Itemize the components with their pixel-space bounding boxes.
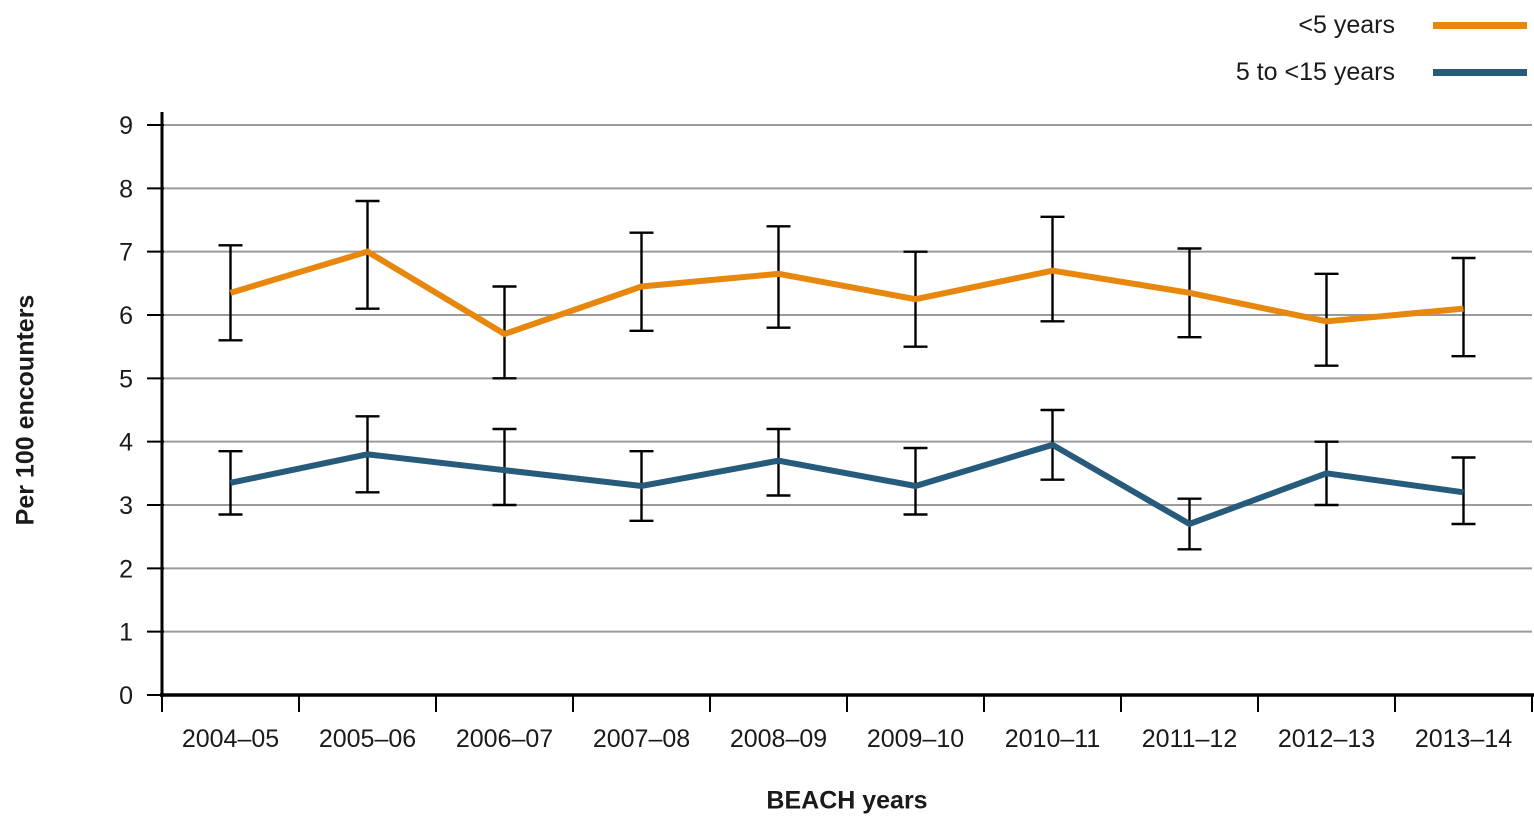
legend-item-label: <5 years — [1298, 11, 1395, 39]
legend-item: 5 to <15 years — [1236, 57, 1527, 88]
svg-text:1: 1 — [119, 619, 133, 647]
svg-text:6: 6 — [119, 302, 133, 330]
svg-text:2005–06: 2005–06 — [319, 725, 416, 753]
svg-text:2007–08: 2007–08 — [593, 725, 690, 753]
svg-text:2: 2 — [119, 555, 133, 583]
svg-text:9: 9 — [119, 112, 133, 140]
svg-text:2012–13: 2012–13 — [1278, 725, 1375, 753]
x-axis-title: BEACH years — [766, 786, 928, 815]
svg-text:2004–05: 2004–05 — [182, 725, 279, 753]
legend: <5 years 5 to <15 years — [1236, 10, 1527, 88]
svg-text:4: 4 — [119, 429, 133, 457]
svg-text:2011–12: 2011–12 — [1142, 725, 1237, 753]
svg-text:5: 5 — [119, 365, 133, 393]
svg-text:8: 8 — [119, 175, 133, 203]
legend-line-swatch — [1433, 22, 1527, 29]
legend-item-label: 5 to <15 years — [1235, 58, 1395, 86]
svg-text:2006–07: 2006–07 — [456, 725, 553, 753]
svg-text:2009–10: 2009–10 — [867, 725, 964, 753]
svg-text:2013–14: 2013–14 — [1415, 725, 1512, 753]
legend-line-swatch — [1433, 69, 1527, 76]
svg-text:0: 0 — [119, 682, 133, 710]
svg-text:2010–11: 2010–11 — [1005, 725, 1100, 753]
legend-item: <5 years — [1298, 10, 1527, 41]
y-axis-title: Per 100 encounters — [11, 294, 40, 526]
svg-text:7: 7 — [119, 239, 133, 267]
svg-text:2008–09: 2008–09 — [730, 725, 827, 753]
svg-text:3: 3 — [119, 492, 133, 520]
